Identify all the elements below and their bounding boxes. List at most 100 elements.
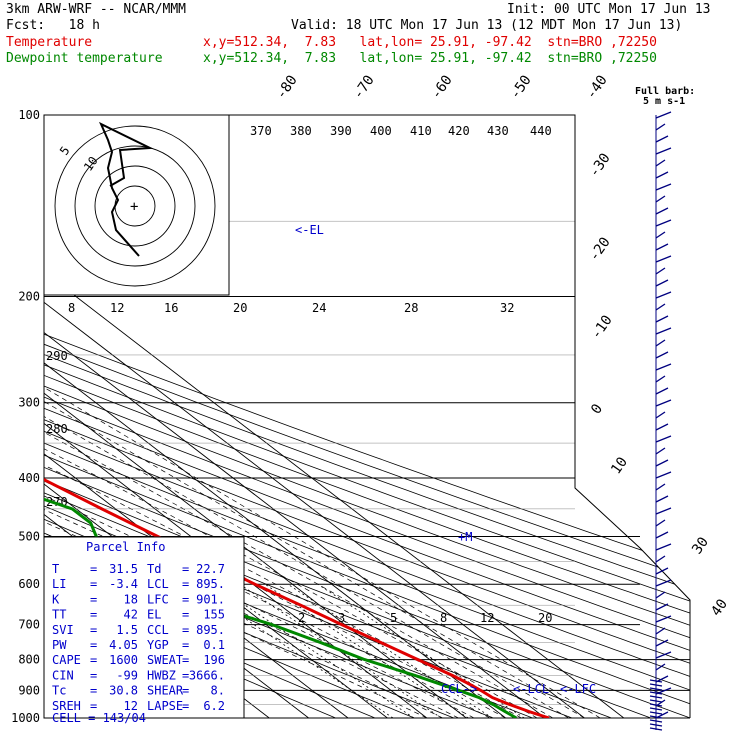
wind-barb [655,447,666,455]
temperature-legend-info: x,y=512.34, 7.83 lat,lon= 25.91, -97.42 … [203,35,657,50]
wind-barb [649,699,663,703]
parcel-info-value: 12 [124,699,138,713]
isotherm-label: 30 [689,534,712,557]
wind-scale-label: 20 [233,301,247,315]
wind-barb [655,171,669,179]
isotherm-label: -60 [428,72,456,102]
parcel-info-key: TT [52,608,66,622]
wind-barb [655,651,672,659]
dry-adiabat-line [44,115,690,718]
parcel-info-key: LI [52,577,66,591]
parcel-info-key: LAPSE [147,699,183,713]
parcel-info-equals: = [182,653,189,667]
wind-barb [655,147,672,155]
dry-adiabat-line [44,115,690,718]
parcel-info-equals: = [182,638,189,652]
wind-barb [655,411,666,419]
parcel-info-equals: = [182,623,189,637]
dry-adiabat-line [44,115,690,718]
isotherm-label: -80 [273,72,301,102]
parcel-info-value: 6.2 [203,699,225,713]
isotherm-label: -30 [586,150,614,180]
wind-scale-label: 28 [404,301,418,315]
parcel-info-value: 42 [124,608,138,622]
parcel-info-value: 31.5 [109,562,138,576]
temperature-legend-label: Temperature [6,35,93,50]
model-title: 3km ARW-WRF -- NCAR/MMM [6,2,187,17]
wind-barb [655,327,672,335]
theta-e-label: 440 [530,124,552,138]
wind-barb [655,591,666,599]
parcel-info-equals: = [182,608,189,622]
theta-e-label: 390 [330,124,352,138]
dry-adiabat-line [44,115,690,718]
parcel-info-key: YGP [147,638,169,652]
theta-e-label: 420 [448,124,470,138]
wind-barb [655,615,672,623]
wind-barb [655,231,666,239]
wind-barb [655,507,672,515]
parcel-info-key: K [52,592,60,606]
dry-adiabat-line [44,115,690,718]
forecast-hour: Fcst: 18 h [6,18,100,33]
wind-scale-label: 8 [68,301,75,315]
wind-barb-column: Full barb:5 m s-1 [635,86,695,731]
pressure-tick-label: 400 [18,471,40,485]
isotherm-label: -40 [583,72,611,102]
mixing-ratio-label: 20 [538,611,552,625]
wind-barb [655,243,669,251]
parcel-info-key: EL [147,608,161,622]
wind-barb [655,279,669,287]
isotherm-line [44,115,444,718]
wind-barb [649,719,663,723]
parcel-info-value: 196 [203,653,225,667]
wind-scale-label: 16 [164,301,178,315]
wind-barb [655,135,669,143]
wind-barb [649,715,663,719]
isotherm-line [44,115,602,718]
wind-barb [655,435,672,443]
mixing-ratio-label: 2 [298,611,305,625]
pressure-tick-label: 500 [18,529,40,543]
parcel-info-equals: = [182,577,189,591]
wind-barb [649,727,663,731]
theta-e-label: 400 [370,124,392,138]
parcel-info-value: 8. [211,684,225,698]
dry-adiabat-line [44,115,367,718]
wind-barb [655,399,672,407]
wind-barb [649,703,663,707]
parcel-info-value: 0.1 [203,638,225,652]
hodograph-ring [74,145,196,267]
wind-barb [655,579,672,587]
isotherm-line [44,115,50,718]
isotherm-label: -50 [507,72,535,102]
isotherm-label: -10 [588,312,616,342]
wind-barb [655,543,672,551]
parcel-info-value: -99 [116,668,138,682]
parcel-info-key: HWBZ [147,668,176,682]
wind-barb [655,423,669,431]
wind-barb [655,459,669,467]
wind-barb [649,691,663,695]
parcel-info-key: Td [147,562,161,576]
pressure-tick-label: 300 [18,396,40,410]
wind-barb [655,339,666,347]
init-time: Init: 00 UTC Mon 17 Jun 13 [507,2,711,17]
wind-barb [655,207,669,215]
wind-barb [655,603,669,611]
parcel-info-key: LFC [147,592,169,606]
pressure-tick-label: 900 [18,683,40,697]
mixing-ratio-line [317,583,525,718]
wind-barb [655,195,666,203]
dry-adiabat-line [44,115,690,718]
parcel-info-value: 1600 [109,653,138,667]
parcel-info-equals: = [182,684,189,698]
parcel-info-value: -3.4 [109,577,138,591]
dry-adiabat-line [44,115,690,718]
wind-barb [655,483,666,491]
hodograph-ring [54,125,216,287]
wind-barb [649,683,663,687]
wind-barb [655,387,669,395]
parcel-info-title: Parcel Info [86,540,165,554]
parcel-info-equals: = [182,668,189,682]
